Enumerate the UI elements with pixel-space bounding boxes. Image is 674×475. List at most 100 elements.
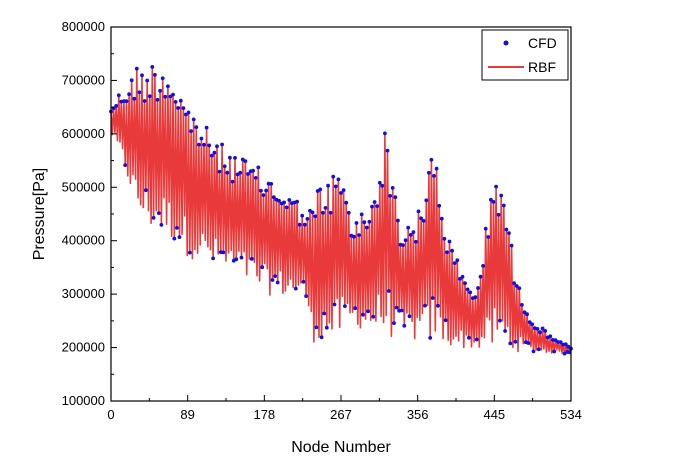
cfd-point — [498, 318, 502, 323]
cfd-point — [483, 226, 488, 231]
cfd-point — [364, 225, 369, 230]
cfd-point — [460, 274, 465, 279]
cfd-point — [423, 303, 427, 308]
cfd-point — [494, 184, 498, 189]
cfd-point — [375, 204, 380, 209]
cfd-point — [251, 168, 256, 173]
cfd-point — [326, 183, 330, 188]
cfd-point — [486, 235, 491, 239]
cfd-point — [300, 213, 305, 218]
legend: CFD RBF — [481, 29, 569, 81]
y-axis-title: Pressure[Pa] — [31, 168, 48, 260]
cfd-point — [548, 334, 553, 339]
cfd-point — [204, 125, 209, 130]
cfd-point — [332, 302, 337, 307]
cfd-point — [145, 78, 150, 83]
cfd-point — [419, 216, 423, 221]
cfd-point — [341, 188, 346, 193]
cfd-point — [504, 227, 509, 232]
cfd-point — [411, 230, 416, 235]
cfd-point — [310, 210, 315, 215]
cfd-point — [209, 153, 214, 158]
cfd-point — [156, 211, 161, 216]
cfd-point — [259, 188, 263, 193]
cfd-point — [221, 250, 226, 255]
cfd-point — [512, 281, 516, 285]
y-tick-label: 400000 — [62, 233, 105, 248]
cfd-point — [331, 174, 336, 179]
cfd-point — [491, 200, 496, 204]
cfd-point — [361, 312, 365, 317]
cfd-point — [184, 112, 188, 117]
cfd-point — [333, 184, 338, 189]
cfd-point — [503, 329, 507, 333]
cfd-point — [158, 88, 163, 93]
cfd-point — [385, 148, 390, 153]
cfd-point — [476, 286, 480, 290]
cfd-point — [362, 220, 367, 225]
cfd-point — [406, 225, 411, 230]
cfd-point — [468, 290, 473, 295]
cfd-point — [177, 235, 182, 240]
cfd-point — [452, 261, 457, 265]
cfd-point — [305, 217, 310, 221]
cfd-point — [132, 96, 137, 101]
cfd-point — [489, 197, 493, 202]
cfd-point — [526, 341, 531, 345]
cfd-point — [499, 193, 504, 198]
cfd-point — [249, 257, 254, 261]
cfd-point — [328, 210, 333, 215]
cfd-point — [481, 264, 485, 268]
cfd-point — [357, 233, 361, 238]
cfd-point — [277, 198, 281, 203]
cfd-point — [246, 172, 250, 176]
cfd-point — [129, 78, 134, 83]
cfd-point — [222, 164, 227, 169]
cfd-point — [269, 182, 274, 186]
cfd-point — [173, 100, 178, 104]
cfd-point — [442, 236, 447, 241]
cfd-point — [211, 256, 216, 261]
cfd-point — [225, 170, 230, 175]
cfd-point — [447, 239, 452, 244]
cfd-point — [166, 84, 170, 89]
cfd-point — [324, 325, 329, 330]
legend-rbf-label: RBF — [528, 59, 556, 75]
cfd-point — [507, 231, 511, 236]
cfd-point — [295, 199, 299, 204]
cfd-point — [370, 204, 374, 209]
cfd-point — [124, 99, 129, 104]
cfd-point — [430, 296, 435, 300]
plot-layer — [109, 65, 573, 356]
cfd-point — [271, 195, 276, 200]
cfd-point — [197, 142, 201, 147]
rbf-series-line — [110, 66, 572, 355]
cfd-point — [260, 265, 265, 270]
cfd-point — [163, 94, 168, 99]
cfd-point — [137, 90, 142, 95]
cfd-point — [380, 183, 385, 188]
cfd-point — [508, 341, 513, 346]
cfd-point — [284, 205, 289, 210]
cfd-point — [189, 129, 194, 134]
cfd-point — [336, 177, 341, 182]
cfd-point — [465, 287, 470, 292]
cfd-point — [322, 311, 327, 316]
cfd-point — [153, 73, 157, 77]
y-tick-label: 300000 — [62, 286, 105, 301]
cfd-point — [181, 106, 186, 110]
cfd-point — [424, 198, 429, 203]
cfd-point — [366, 309, 370, 314]
cfd-point — [123, 163, 128, 168]
cfd-point — [175, 226, 179, 230]
cfd-point — [463, 281, 467, 286]
cfd-point — [543, 329, 548, 333]
cfd-point — [134, 66, 139, 71]
cfd-point — [473, 295, 478, 300]
cfd-point — [428, 336, 433, 340]
cfd-point — [394, 305, 399, 310]
cfd-point — [339, 191, 343, 195]
x-tick-label: 0 — [107, 407, 114, 422]
